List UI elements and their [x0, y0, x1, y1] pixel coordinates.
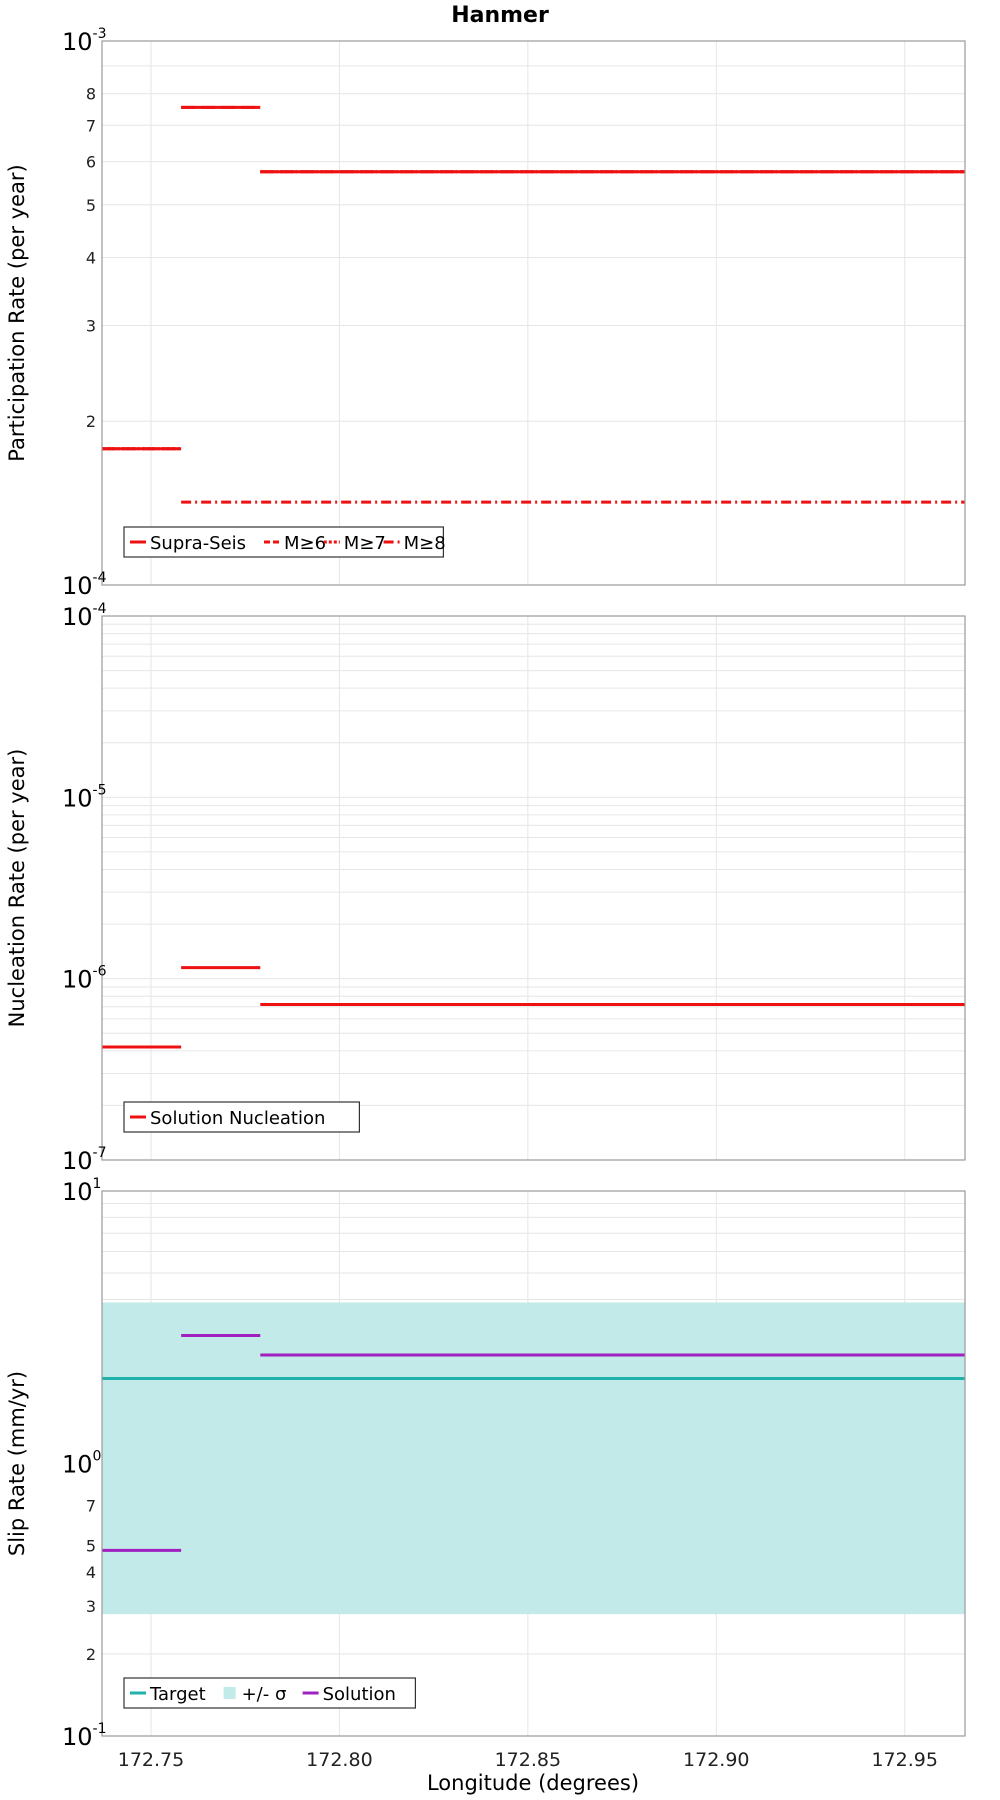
plot-panel-2: 10-7 10-6 10-5 10-4 Nucleation Rate (per yea…	[5, 601, 966, 1175]
legend-label: +/- σ	[242, 1684, 287, 1705]
plot-panel-3: 10-1 100 101 2 3 4 5 7 172.75 172.80 172.85 172.90 1…	[5, 1176, 966, 1771]
y-tick-label-major: 10-7	[62, 1145, 107, 1175]
y-tick-label-major: 10-5	[62, 782, 107, 812]
chart-title: Hanmer	[451, 3, 549, 28]
x-tick-label: 172.95	[871, 1749, 937, 1771]
plot-frame	[101, 40, 966, 586]
y-tick-label-minor: 3	[86, 316, 96, 335]
grid	[102, 41, 965, 586]
plot-panel-1: 10-4 10-3 2 3 4 5 6 7 8 Participation Rate (per y…	[5, 26, 966, 600]
legend: Solution Nucleation	[123, 1101, 360, 1133]
legend-box	[123, 1677, 416, 1709]
legend-label: M≥8	[404, 533, 446, 554]
series-solution-nucleation	[102, 966, 965, 1049]
x-tick-label: 172.80	[306, 1749, 372, 1771]
legend-label: Solution	[323, 1684, 396, 1705]
y-tick-label-minor: 5	[86, 196, 96, 215]
series-solution	[102, 1333, 965, 1552]
plot-frame	[101, 615, 966, 1161]
plot-frame	[101, 1190, 966, 1737]
legend-label: M≥6	[284, 533, 326, 554]
y-tick-label-major: 10-6	[62, 964, 107, 994]
legend-box	[123, 1101, 360, 1133]
y-tick-label-minor: 3	[86, 1597, 96, 1616]
y-tick-label-major: 10-4	[62, 601, 107, 631]
sigma-band	[102, 1302, 965, 1615]
series-m-6	[102, 105, 965, 451]
y-tick-label-minor: 7	[86, 1497, 96, 1516]
series-m-7	[102, 170, 965, 451]
legend-label: M≥7	[344, 533, 386, 554]
y-tick-label-minor: 8	[86, 85, 96, 104]
y-tick-label-major: 10-4	[62, 570, 107, 600]
legend-label: Solution Nucleation	[150, 1108, 325, 1129]
y-tick-label-minor: 6	[86, 153, 96, 172]
y-tick-label-minor: 7	[86, 116, 96, 135]
x-axis-label: Longitude (degrees)	[427, 1771, 639, 1795]
y-tick-label-minor: 4	[86, 1563, 96, 1582]
series-supra-seis	[102, 105, 965, 451]
y-tick-label-minor: 2	[86, 1645, 96, 1664]
y-tick-label-minor: 2	[86, 412, 96, 431]
legend-label: Supra-Seis	[150, 533, 246, 554]
y-axis-label: Nucleation Rate (per year)	[5, 749, 29, 1028]
x-tick-label: 172.85	[495, 1749, 561, 1771]
y-tick-label-major: 101	[62, 1176, 101, 1206]
x-tick-label: 172.90	[683, 1749, 749, 1771]
y-tick-label-major: 10-3	[62, 26, 107, 56]
legend-label: Target	[149, 1684, 206, 1705]
legend-swatch	[223, 1687, 236, 1699]
y-axis-label: Slip Rate (mm/yr)	[5, 1371, 29, 1556]
y-tick-label-minor: 4	[86, 248, 96, 267]
y-tick-label-minor: 5	[86, 1537, 96, 1556]
grid	[102, 616, 965, 1161]
y-axis-label: Participation Rate (per year)	[5, 164, 29, 461]
y-tick-label-major: 10-1	[62, 1721, 107, 1751]
y-tick-label-major: 100	[62, 1449, 101, 1479]
legend: Target +/- σ Solution	[123, 1677, 416, 1709]
x-tick-label: 172.75	[118, 1749, 184, 1771]
legend: Supra-Seis M≥6 M≥7 M≥8	[123, 526, 446, 558]
